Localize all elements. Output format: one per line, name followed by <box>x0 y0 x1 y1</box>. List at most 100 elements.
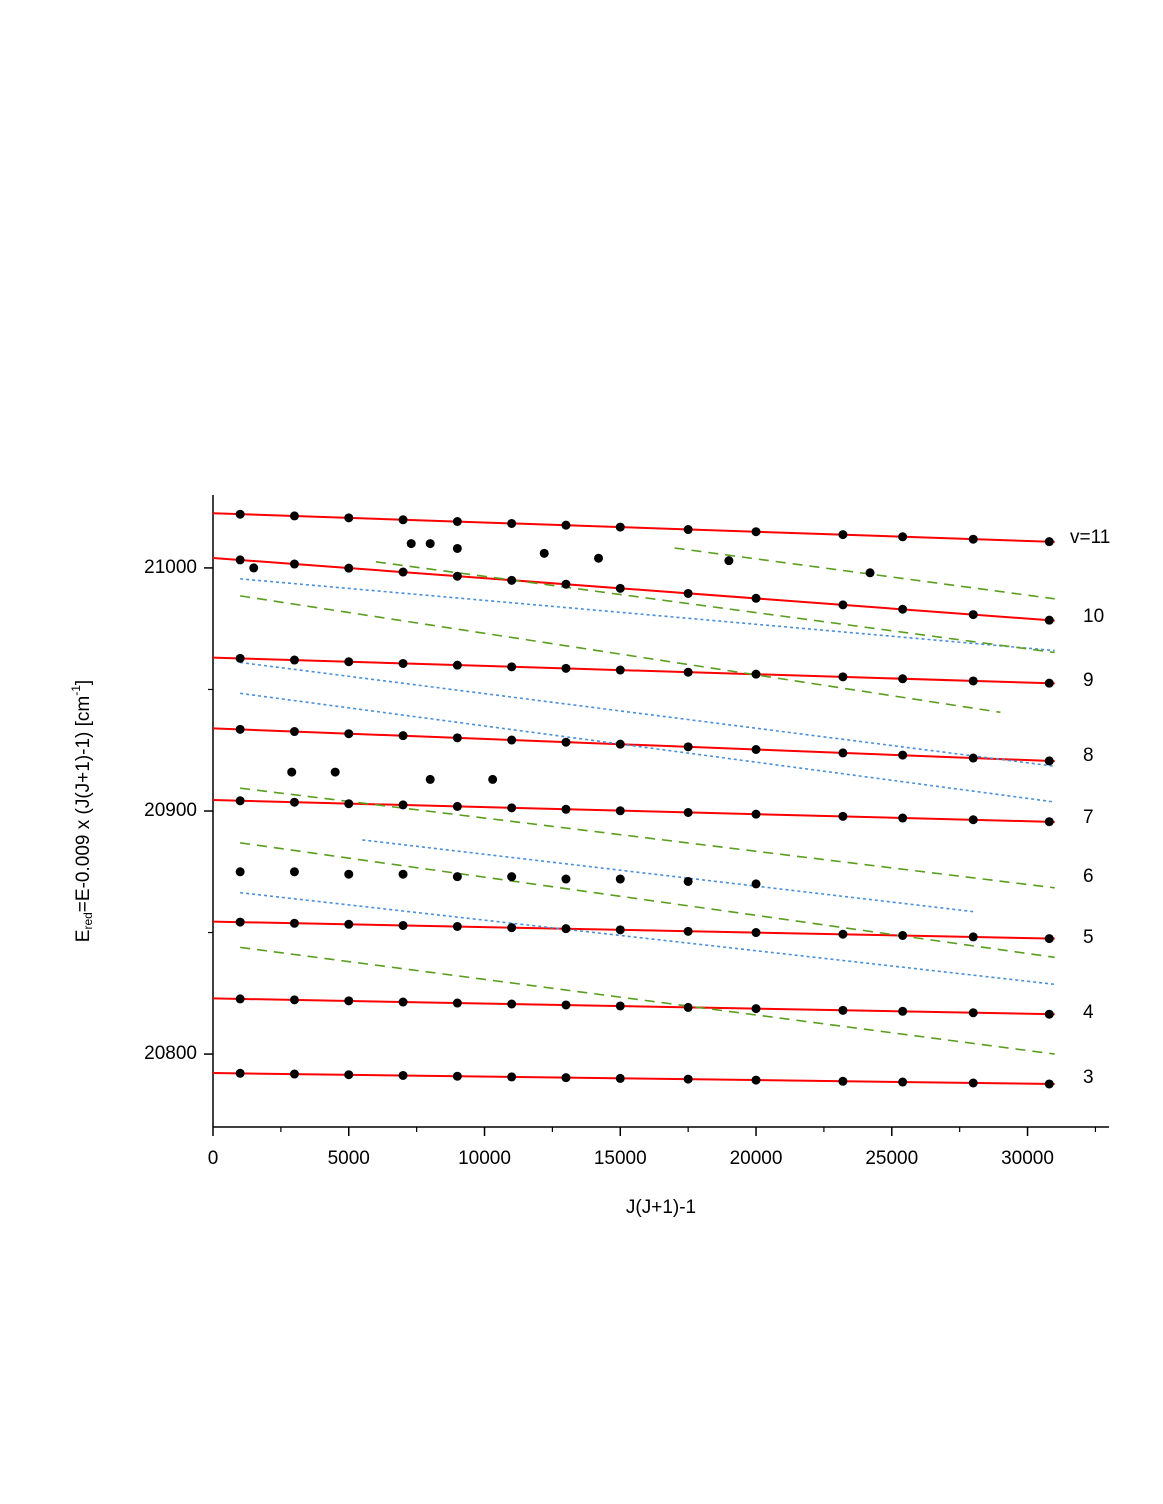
data-point <box>968 932 978 942</box>
fit-line <box>240 578 1055 652</box>
x-tick-label: 10000 <box>458 1148 511 1169</box>
data-point <box>344 869 354 879</box>
data-point <box>898 1006 908 1016</box>
data-point <box>507 803 517 813</box>
data-point <box>838 600 848 610</box>
data-point <box>235 796 245 806</box>
y-tick-label: 20900 <box>144 800 197 821</box>
data-point <box>344 799 354 809</box>
fit-line <box>212 512 1055 543</box>
fit-line <box>240 661 1055 768</box>
data-point <box>452 998 462 1008</box>
data-point <box>865 568 875 578</box>
data-point <box>683 525 693 535</box>
data-point <box>235 555 245 565</box>
data-point <box>898 674 908 684</box>
data-point <box>561 737 571 747</box>
data-point <box>507 662 517 672</box>
fit-line <box>212 920 1055 940</box>
data-point <box>452 571 462 581</box>
data-point <box>683 876 693 886</box>
data-point <box>683 588 693 598</box>
x-tick-label: 25000 <box>865 1148 918 1169</box>
data-point <box>287 767 297 777</box>
data-point <box>751 928 761 938</box>
data-point <box>683 1074 693 1084</box>
data-point <box>561 874 571 884</box>
data-point <box>968 1078 978 1088</box>
data-point <box>1044 817 1054 827</box>
x-tick-label: 5000 <box>328 1148 370 1169</box>
fit-line <box>240 842 1055 959</box>
data-point <box>235 867 245 877</box>
data-point <box>289 511 299 521</box>
data-point <box>561 1000 571 1010</box>
y-tick-label: 20800 <box>144 1043 197 1064</box>
data-point <box>615 806 625 816</box>
data-point <box>235 724 245 734</box>
data-point <box>452 660 462 670</box>
data-point <box>724 556 734 566</box>
data-point <box>507 735 517 745</box>
data-point <box>452 1071 462 1081</box>
data-point <box>507 518 517 528</box>
data-point <box>751 527 761 537</box>
data-point <box>898 604 908 614</box>
data-point <box>235 917 245 927</box>
data-point <box>615 522 625 532</box>
data-point <box>898 532 908 542</box>
y-tick-label: 21000 <box>144 557 197 578</box>
level-label: 5 <box>1083 927 1094 948</box>
data-point <box>561 520 571 530</box>
data-point <box>398 800 408 810</box>
data-point <box>968 676 978 686</box>
level-label: 10 <box>1083 606 1104 627</box>
data-point <box>452 801 462 811</box>
data-point <box>898 1077 908 1087</box>
x-tick-label: 15000 <box>594 1148 647 1169</box>
data-point <box>235 1068 245 1078</box>
data-point <box>751 1004 761 1014</box>
fit-line <box>375 561 1055 654</box>
data-point <box>683 742 693 752</box>
fit-line <box>240 891 1055 986</box>
level-label: 7 <box>1083 807 1094 828</box>
data-point <box>1044 1009 1054 1019</box>
data-point <box>452 921 462 931</box>
data-point <box>683 1002 693 1012</box>
data-point <box>1044 678 1054 688</box>
y-label-main: E <box>73 930 94 943</box>
data-point <box>344 919 354 929</box>
data-point <box>235 994 245 1004</box>
data-point <box>751 879 761 889</box>
data-point <box>289 918 299 928</box>
fit-line <box>362 839 974 913</box>
level-label: 4 <box>1083 1002 1094 1023</box>
level-label: 6 <box>1083 866 1094 887</box>
data-point <box>838 530 848 540</box>
data-point <box>344 1070 354 1080</box>
data-point <box>561 804 571 814</box>
data-point <box>683 926 693 936</box>
data-point <box>398 1070 408 1080</box>
level-label: 9 <box>1083 670 1094 691</box>
data-point <box>289 1069 299 1079</box>
data-point <box>1044 934 1054 944</box>
fit-line <box>212 1072 1055 1085</box>
fit-line <box>674 547 1055 600</box>
data-point <box>289 655 299 665</box>
data-point <box>452 872 462 882</box>
data-point <box>561 924 571 934</box>
y-label-end: ] <box>73 680 94 685</box>
data-point <box>344 513 354 523</box>
data-point <box>838 748 848 758</box>
data-point <box>615 874 625 884</box>
data-point <box>330 767 340 777</box>
data-point <box>751 1075 761 1085</box>
data-point <box>968 753 978 763</box>
data-point <box>1044 615 1054 625</box>
data-point <box>398 997 408 1007</box>
data-point <box>561 579 571 589</box>
data-point <box>398 567 408 577</box>
x-tick-label: 0 <box>208 1148 219 1169</box>
